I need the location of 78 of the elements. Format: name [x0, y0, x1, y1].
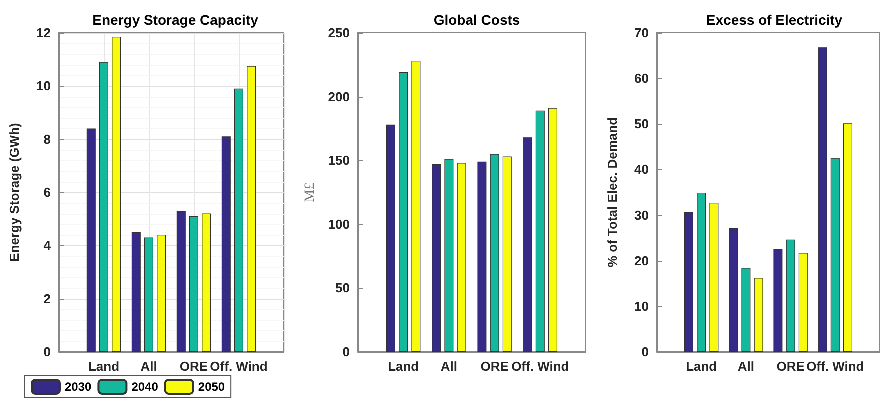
y-tick-label: 8: [44, 132, 51, 147]
y-tick-label: 4: [44, 238, 52, 254]
bar: [754, 278, 764, 352]
bar: [844, 124, 852, 352]
bar: [742, 268, 751, 352]
x-tick-label: All: [440, 359, 458, 374]
bar: [399, 72, 408, 352]
bar: [684, 212, 694, 352]
y-axis-title: % of Total Elec. Demand: [605, 117, 620, 268]
bar: [247, 66, 256, 352]
bar: [490, 154, 500, 352]
legend-label: 2040: [132, 380, 159, 394]
bar: [710, 202, 719, 352]
bar: [176, 211, 186, 352]
y-tick-label: 0: [44, 344, 51, 360]
legend-label: 2030: [65, 380, 92, 394]
chart-title: Global Costs: [434, 12, 520, 28]
x-tick-label: ORE: [776, 359, 806, 374]
bar: [144, 238, 154, 352]
bar: [502, 156, 512, 352]
bar: [786, 240, 796, 352]
bar: [774, 249, 783, 352]
y-tick-label: 40: [634, 162, 649, 178]
y-tick-label: 70: [634, 26, 649, 40]
x-tick-label: Off. Wind: [806, 359, 864, 374]
x-tick-label: All: [738, 359, 755, 374]
y-tick-label: 200: [328, 89, 350, 104]
bar: [536, 110, 545, 352]
bar: [818, 48, 828, 352]
x-tick-label: Off. Wind: [210, 359, 268, 374]
x-tick-label: ORE: [480, 359, 510, 374]
bar: [798, 253, 808, 352]
x-tick-label: Land: [388, 359, 420, 374]
legend-label: 2050: [198, 380, 226, 394]
bar: [132, 232, 141, 352]
bar: [432, 164, 442, 352]
y-tick-label: 250: [328, 26, 350, 40]
bar: [523, 138, 532, 352]
chart-title: Excess of Electricity: [706, 12, 843, 28]
bar: [729, 228, 738, 352]
y-axis-title: Energy Storage (GWh): [7, 123, 22, 262]
bar: [412, 61, 421, 352]
bar: [157, 235, 166, 352]
y-tick-label: 150: [328, 153, 350, 168]
x-tick-label: All: [140, 359, 158, 374]
bar: [190, 216, 198, 352]
bar: [100, 62, 108, 352]
bar: [222, 136, 231, 352]
bar: [830, 158, 840, 352]
y-tick-label: 20: [634, 253, 649, 268]
y-tick-label: 50: [336, 280, 350, 296]
y-tick-label: 50: [634, 116, 649, 132]
y-tick-label: 0: [342, 344, 350, 360]
x-tick-label: Off. Wind: [512, 359, 570, 374]
y-tick-label: 30: [634, 208, 649, 223]
x-tick-label: Land: [88, 359, 120, 374]
bar: [86, 128, 96, 352]
y-tick-label: 0: [642, 344, 649, 360]
y-tick-label: 12: [36, 26, 51, 40]
bar: [202, 214, 212, 352]
bar: [234, 88, 244, 352]
bar: [697, 192, 706, 352]
y-tick-label: 100: [328, 216, 350, 232]
bar: [386, 124, 396, 352]
y-tick-label: 60: [634, 71, 649, 86]
chart-title: Energy Storage Capacity: [92, 12, 259, 28]
bar: [112, 36, 122, 352]
x-tick-label: Land: [686, 359, 718, 374]
y-tick-label: 10: [36, 78, 51, 94]
bar: [548, 108, 558, 352]
x-tick-label: ORE: [180, 359, 208, 374]
y-tick-label: 2: [44, 291, 51, 306]
bar: [478, 162, 487, 352]
bar: [457, 163, 466, 352]
bar: [444, 159, 454, 352]
y-axis-title: M£: [302, 182, 318, 202]
y-tick-label: 6: [44, 185, 51, 200]
y-tick-label: 10: [634, 298, 649, 314]
